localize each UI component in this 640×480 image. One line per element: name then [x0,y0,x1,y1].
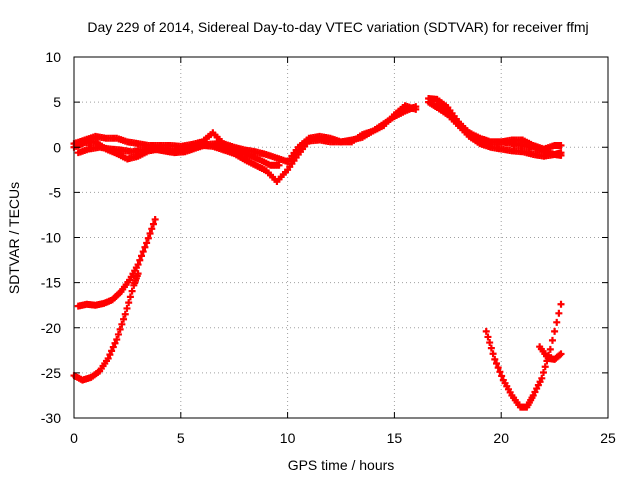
data-point [144,234,152,242]
data-point [498,372,506,380]
y-tick-label: -15 [41,275,61,291]
x-tick-label: 5 [177,430,185,446]
data-point [111,339,119,347]
data-point [541,363,549,371]
y-tick-label: -25 [41,365,61,381]
data-point [538,374,546,382]
y-tick-label: -20 [41,320,61,336]
chart-title: Day 229 of 2014, Sidereal Day-to-day VTE… [87,19,588,35]
x-tick-label: 0 [70,430,78,446]
data-point [120,315,128,323]
data-point [548,336,556,344]
series-arc-10 [536,343,565,363]
data-series [70,95,565,411]
data-point [104,354,112,362]
y-tick-label: -10 [41,230,61,246]
series-arc-8 [70,270,142,384]
data-point [137,252,145,260]
data-point [412,105,420,113]
y-axis-ticks: -30 -25 -20 -15 -10 -5 0 5 10 [41,49,608,426]
x-tick-label: 10 [280,430,296,446]
data-point [557,350,565,358]
x-axis-title: GPS time / hours [288,457,395,473]
x-axis-ticks: 0 5 10 15 20 25 [70,57,616,446]
data-point [491,355,499,363]
data-point [118,320,126,328]
series-arc-6 [433,100,565,153]
data-point [484,333,492,341]
data-point [151,215,159,223]
data-point [555,309,563,317]
data-point [139,248,147,256]
data-point [487,344,495,352]
data-point [125,299,133,307]
y-tick-label: -5 [49,184,62,200]
data-point [148,225,156,233]
series-arc-3 [74,140,283,169]
data-point [126,293,134,301]
data-point [116,325,124,333]
data-point [557,141,565,149]
series-arc-1 [70,103,420,186]
data-point [496,368,504,376]
data-point [482,327,490,335]
grid-lines [74,57,608,418]
data-point [141,243,149,251]
data-point [553,318,561,326]
y-tick-label: 10 [45,49,61,65]
series-arc-9 [482,300,565,411]
data-point [493,359,501,367]
data-point [134,261,142,269]
y-tick-label: 5 [53,94,61,110]
y-tick-label: 0 [53,139,61,155]
data-point [121,310,129,318]
data-point [136,256,144,264]
data-point [557,300,565,308]
data-point [109,343,117,351]
data-point [275,161,283,169]
data-point [128,287,136,295]
y-axis-title: SDTVAR / TECUs [6,182,22,294]
y-tick-label: -30 [41,410,61,426]
data-point [134,270,142,278]
data-point [539,369,547,377]
data-point [546,345,554,353]
data-point [489,350,497,358]
data-point [149,220,157,228]
data-point [494,364,502,372]
data-point [113,335,121,343]
data-point [551,327,559,335]
data-point [123,304,131,312]
x-tick-label: 15 [387,430,403,446]
data-point [106,351,114,359]
data-point [146,230,154,238]
data-point [486,339,494,347]
data-point [143,239,151,247]
x-tick-label: 25 [600,430,616,446]
data-point [108,347,116,355]
data-point [557,149,565,157]
x-tick-label: 20 [493,430,509,446]
series-arc-7 [74,215,159,310]
data-point [114,330,122,338]
